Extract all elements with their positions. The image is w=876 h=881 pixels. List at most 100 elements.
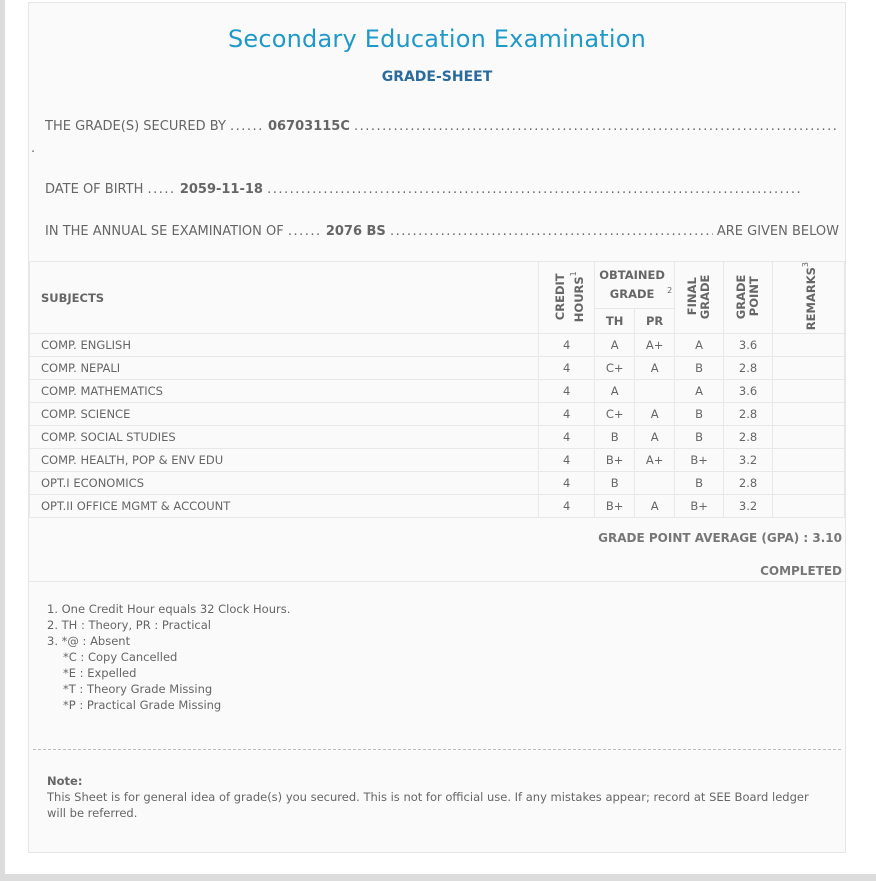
secured-by-label: THE GRADE(S) SECURED BY — [45, 119, 226, 134]
cell-gp: 3.2 — [723, 448, 774, 473]
left-border — [0, 0, 5, 881]
cell-credit: 4 — [538, 471, 596, 496]
cell-th: A — [594, 379, 636, 404]
cell-final: B — [674, 402, 725, 427]
cell-subject: COMP. NEPALI — [28, 356, 540, 381]
cell-remarks — [772, 379, 845, 404]
cell-gp: 3.6 — [723, 379, 774, 404]
cell-gp: 2.8 — [723, 402, 774, 427]
cell-remarks — [772, 356, 845, 381]
note-text: This Sheet is for general idea of grade(… — [47, 790, 809, 820]
cell-th: B — [594, 425, 636, 450]
cell-credit: 4 — [538, 402, 596, 427]
cell-credit: 4 — [538, 333, 596, 358]
cell-subject: COMP. ENGLISH — [28, 333, 540, 358]
cell-pr: A — [634, 425, 676, 450]
cell-pr — [634, 379, 676, 404]
page-title: Secondary Education Examination — [227, 25, 647, 53]
header-th: TH — [594, 308, 636, 335]
cell-remarks — [772, 402, 845, 427]
page-subtitle: GRADE-SHEET — [381, 69, 493, 85]
header-grade-point: GRADE POINT — [723, 260, 774, 335]
exam-label: IN THE ANNUAL SE EXAMINATION OF — [45, 224, 284, 239]
table-row: OPT.II OFFICE MGMT & ACCOUNT 4 B+ A B+ 3.2 — [28, 494, 845, 519]
divider — [29, 581, 845, 582]
header-remarks: REMARKS3 — [772, 260, 845, 335]
cell-subject: OPT.I ECONOMICS — [28, 471, 540, 496]
cell-subject: COMP. HEALTH, POP & ENV EDU — [28, 448, 540, 473]
footnote: 1. One Credit Hour equals 32 Clock Hours… — [47, 602, 291, 616]
cell-gp: 2.8 — [723, 425, 774, 450]
cell-subject: OPT.II OFFICE MGMT & ACCOUNT — [28, 494, 540, 519]
cell-remarks — [772, 448, 845, 473]
cell-final: B — [674, 471, 725, 496]
footnote: *P : Practical Grade Missing — [63, 698, 222, 712]
cell-th: B+ — [594, 494, 636, 519]
cell-credit: 4 — [538, 494, 596, 519]
exam-year: 2076 BS — [325, 224, 386, 239]
cell-gp: 2.8 — [723, 471, 774, 496]
header-subjects: SUBJECTS — [28, 260, 540, 335]
grade-sheet-panel: Secondary Education Examination GRADE-SH… — [28, 2, 846, 853]
cell-final: A — [674, 379, 725, 404]
cell-remarks — [772, 494, 845, 519]
table-row: COMP. MATHEMATICS 4 A A 3.6 — [28, 379, 845, 404]
header-final-grade: FINAL GRADE — [674, 260, 725, 335]
cell-remarks — [772, 425, 845, 450]
cell-gp: 3.6 — [723, 333, 774, 358]
table-row: COMP. ENGLISH 4 A A+ A 3.6 — [28, 333, 845, 358]
footnote: 2. TH : Theory, PR : Practical — [47, 618, 211, 632]
gpa: GRADE POINT AVERAGE (GPA) : 3.10 — [598, 531, 842, 545]
grades-table: SUBJECTS CREDIT HOURS1 OBTAINED GRADE 2 F… — [28, 260, 845, 519]
dashed-divider — [33, 749, 841, 750]
dob-label: DATE OF BIRTH — [45, 182, 144, 197]
symbol-number: 06703115C — [267, 119, 350, 134]
cell-credit: 4 — [538, 425, 596, 450]
cell-final: A — [674, 333, 725, 358]
cell-subject: COMP. SCIENCE — [28, 402, 540, 427]
cell-final: B+ — [674, 448, 725, 473]
cell-pr: A+ — [634, 448, 676, 473]
secured-by-line: THE GRADE(S) SECURED BY ...... 06703115C… — [45, 119, 839, 134]
dob-line: DATE OF BIRTH ..... 2059-11-18 .........… — [45, 182, 803, 197]
cell-th: B — [594, 471, 636, 496]
footnote: 3. *@ : Absent — [47, 634, 131, 648]
note-label: Note: — [47, 774, 83, 788]
cell-pr: A+ — [634, 333, 676, 358]
cell-subject: COMP. MATHEMATICS — [28, 379, 540, 404]
cell-th: A — [594, 333, 636, 358]
cell-remarks — [772, 471, 845, 496]
cell-credit: 4 — [538, 356, 596, 381]
cell-final: B+ — [674, 494, 725, 519]
footnote: *C : Copy Cancelled — [63, 650, 178, 664]
cell-gp: 3.2 — [723, 494, 774, 519]
table-row: OPT.I ECONOMICS 4 B B 2.8 — [28, 471, 845, 496]
dot-wrap: . — [31, 141, 36, 156]
footnote: *E : Expelled — [63, 666, 137, 680]
given-below-label: ARE GIVEN BELOW — [716, 224, 839, 239]
cell-pr: A — [634, 494, 676, 519]
header-obtained-grade: OBTAINED GRADE 2 — [594, 260, 676, 310]
header-pr: PR — [634, 308, 676, 335]
cell-remarks — [772, 333, 845, 358]
exam-line: IN THE ANNUAL SE EXAMINATION OF ...... 2… — [45, 224, 839, 239]
cell-final: B — [674, 425, 725, 450]
cell-subject: COMP. SOCIAL STUDIES — [28, 425, 540, 450]
cell-pr: A — [634, 356, 676, 381]
table-row: COMP. HEALTH, POP & ENV EDU 4 B+ A+ B+ 3.2 — [28, 448, 845, 473]
cell-pr — [634, 471, 676, 496]
table-row: COMP. NEPALI 4 C+ A B 2.8 — [28, 356, 845, 381]
footnotes: 1. One Credit Hour equals 32 Clock Hours… — [47, 601, 290, 713]
result-status: COMPLETED — [760, 564, 842, 578]
table-row: COMP. SCIENCE 4 C+ A B 2.8 — [28, 402, 845, 427]
dob-value: 2059-11-18 — [179, 182, 263, 197]
footnote: *T : Theory Grade Missing — [63, 682, 213, 696]
cell-credit: 4 — [538, 448, 596, 473]
cell-th: C+ — [594, 402, 636, 427]
note: Note: This Sheet is for general idea of … — [47, 773, 825, 821]
cell-credit: 4 — [538, 379, 596, 404]
cell-th: B+ — [594, 448, 636, 473]
header-credit-hours: CREDIT HOURS1 — [538, 260, 596, 335]
table-row: COMP. SOCIAL STUDIES 4 B A B 2.8 — [28, 425, 845, 450]
cell-th: C+ — [594, 356, 636, 381]
